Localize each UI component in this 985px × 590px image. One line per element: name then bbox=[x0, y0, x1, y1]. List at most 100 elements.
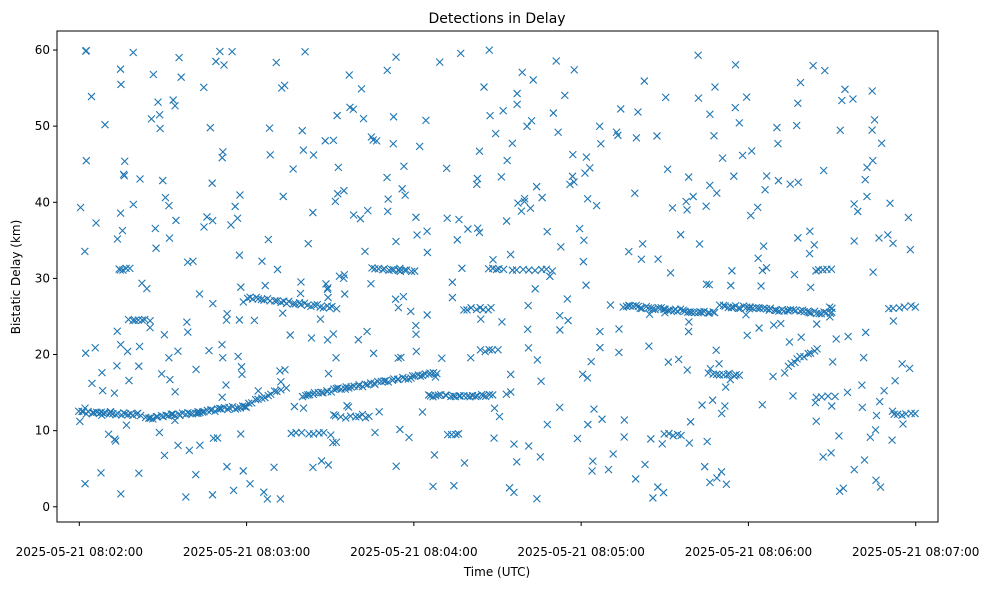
data-point bbox=[449, 392, 458, 400]
data-point bbox=[472, 180, 481, 189]
data-point bbox=[248, 295, 257, 303]
data-point bbox=[872, 476, 880, 485]
data-point bbox=[906, 245, 915, 254]
data-point bbox=[532, 494, 541, 503]
data-point bbox=[235, 251, 244, 260]
data-point bbox=[424, 391, 433, 399]
data-point bbox=[329, 136, 338, 145]
data-point bbox=[631, 475, 640, 483]
data-point bbox=[239, 298, 248, 306]
data-points bbox=[74, 46, 920, 503]
data-point bbox=[371, 264, 379, 273]
data-point bbox=[331, 197, 340, 206]
data-point bbox=[835, 431, 843, 440]
data-point bbox=[208, 216, 217, 225]
data-point bbox=[664, 358, 673, 366]
data-point bbox=[683, 205, 692, 214]
data-point bbox=[476, 315, 485, 323]
data-point bbox=[640, 77, 649, 85]
data-point bbox=[442, 391, 451, 400]
data-point bbox=[480, 83, 488, 91]
data-point bbox=[731, 60, 740, 69]
data-point bbox=[160, 451, 169, 460]
data-point bbox=[218, 393, 227, 402]
data-point bbox=[503, 156, 512, 165]
data-point bbox=[309, 151, 318, 159]
data-point bbox=[333, 111, 342, 120]
data-point bbox=[794, 178, 803, 187]
data-point bbox=[738, 151, 747, 160]
data-point bbox=[411, 321, 420, 330]
data-point bbox=[270, 387, 279, 396]
data-point bbox=[319, 303, 328, 312]
data-point bbox=[345, 71, 354, 79]
data-point bbox=[273, 265, 282, 274]
data-point bbox=[792, 121, 801, 130]
data-point bbox=[177, 73, 186, 82]
data-point bbox=[506, 388, 515, 396]
data-point bbox=[418, 408, 427, 416]
data-point bbox=[579, 257, 588, 266]
data-point bbox=[499, 106, 508, 115]
data-point bbox=[481, 392, 490, 401]
data-point bbox=[805, 227, 814, 236]
data-point bbox=[837, 96, 846, 105]
data-point bbox=[122, 421, 131, 429]
data-point bbox=[712, 189, 721, 198]
data-point bbox=[543, 227, 552, 236]
data-point bbox=[211, 57, 220, 66]
data-point bbox=[661, 93, 670, 102]
data-point bbox=[552, 57, 561, 65]
data-point bbox=[222, 316, 231, 325]
data-point bbox=[148, 415, 157, 423]
data-point bbox=[286, 331, 295, 339]
data-point bbox=[790, 270, 799, 279]
data-point bbox=[81, 47, 90, 55]
data-point bbox=[166, 375, 174, 384]
data-point bbox=[341, 414, 350, 422]
data-point bbox=[422, 116, 430, 125]
data-point bbox=[785, 338, 794, 346]
data-point bbox=[700, 462, 709, 471]
data-point bbox=[92, 219, 100, 227]
data-point bbox=[502, 217, 511, 225]
data-point bbox=[556, 243, 565, 251]
data-point bbox=[813, 344, 821, 353]
data-point bbox=[616, 105, 625, 113]
data-point bbox=[343, 401, 351, 410]
data-point bbox=[318, 388, 327, 397]
data-point bbox=[358, 410, 367, 419]
x-tick-label: 2025-05-21 08:03:00 bbox=[183, 545, 310, 559]
data-point bbox=[234, 352, 242, 361]
data-point bbox=[883, 230, 892, 239]
data-point bbox=[598, 415, 606, 424]
data-point bbox=[498, 317, 506, 326]
data-point bbox=[729, 303, 738, 312]
data-point bbox=[412, 347, 421, 356]
data-point bbox=[812, 417, 821, 426]
data-point bbox=[686, 417, 695, 426]
data-point bbox=[323, 336, 332, 344]
data-point bbox=[531, 266, 539, 275]
data-point bbox=[634, 108, 642, 116]
data-point bbox=[215, 404, 224, 413]
data-point bbox=[490, 434, 498, 443]
data-point bbox=[454, 429, 463, 438]
data-point bbox=[104, 430, 113, 439]
data-point bbox=[677, 431, 685, 440]
data-point bbox=[524, 442, 533, 450]
data-point bbox=[732, 370, 740, 379]
data-point bbox=[387, 265, 396, 274]
data-point bbox=[899, 420, 907, 428]
data-point bbox=[186, 409, 194, 418]
data-point bbox=[366, 379, 375, 387]
data-point bbox=[304, 239, 313, 248]
data-point bbox=[709, 308, 718, 316]
data-point bbox=[658, 439, 667, 448]
data-point bbox=[719, 301, 728, 310]
data-point bbox=[456, 391, 465, 400]
data-point bbox=[487, 303, 495, 312]
data-point bbox=[646, 435, 655, 443]
data-point bbox=[228, 47, 236, 56]
data-point bbox=[165, 353, 173, 362]
